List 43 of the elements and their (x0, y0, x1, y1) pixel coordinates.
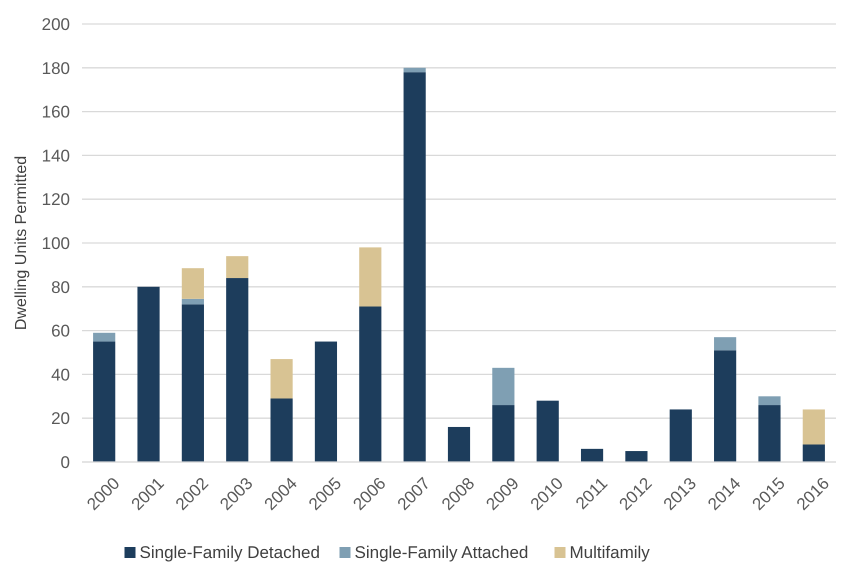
y-tick-label: 160 (42, 102, 70, 122)
bar (182, 298, 204, 304)
bar (404, 72, 426, 462)
y-tick-label: 60 (51, 322, 70, 341)
bar (758, 405, 781, 462)
y-tick-label: 20 (51, 409, 70, 428)
y-tick-label: 0 (60, 452, 70, 472)
bar (802, 444, 825, 462)
bar (93, 332, 116, 342)
legend-label: Single-Family Detached (140, 543, 320, 562)
y-tick-label: 80 (51, 278, 70, 297)
bar (580, 448, 604, 462)
bar (226, 278, 248, 462)
bar (359, 247, 382, 307)
y-tick-label: 140 (42, 146, 70, 166)
y-axis-title: Dwelling Units Permitted (13, 156, 30, 330)
bar (93, 342, 116, 462)
bar (182, 268, 204, 299)
bar (492, 405, 514, 462)
bar (714, 350, 736, 462)
bar (359, 306, 382, 462)
bar (137, 286, 160, 462)
y-tick-label: 40 (51, 365, 70, 384)
y-tick-label: 120 (42, 190, 70, 210)
bar (270, 359, 293, 398)
bar (226, 256, 248, 278)
bar (270, 398, 293, 462)
bar (802, 409, 825, 444)
bar (182, 304, 204, 462)
bar (492, 368, 514, 406)
bar (536, 400, 559, 462)
legend-label: Single-Family Attached (354, 543, 528, 562)
bar (758, 396, 781, 406)
bar (448, 426, 470, 462)
y-tick-label: 180 (42, 58, 70, 78)
y-tick-label: 100 (42, 234, 70, 253)
bar (670, 409, 692, 462)
bar (404, 68, 426, 72)
bar (314, 342, 338, 462)
legend-label: Multifamily (570, 543, 650, 562)
y-tick-label: 200 (42, 14, 70, 34)
bar (625, 451, 648, 462)
bar (714, 337, 736, 350)
